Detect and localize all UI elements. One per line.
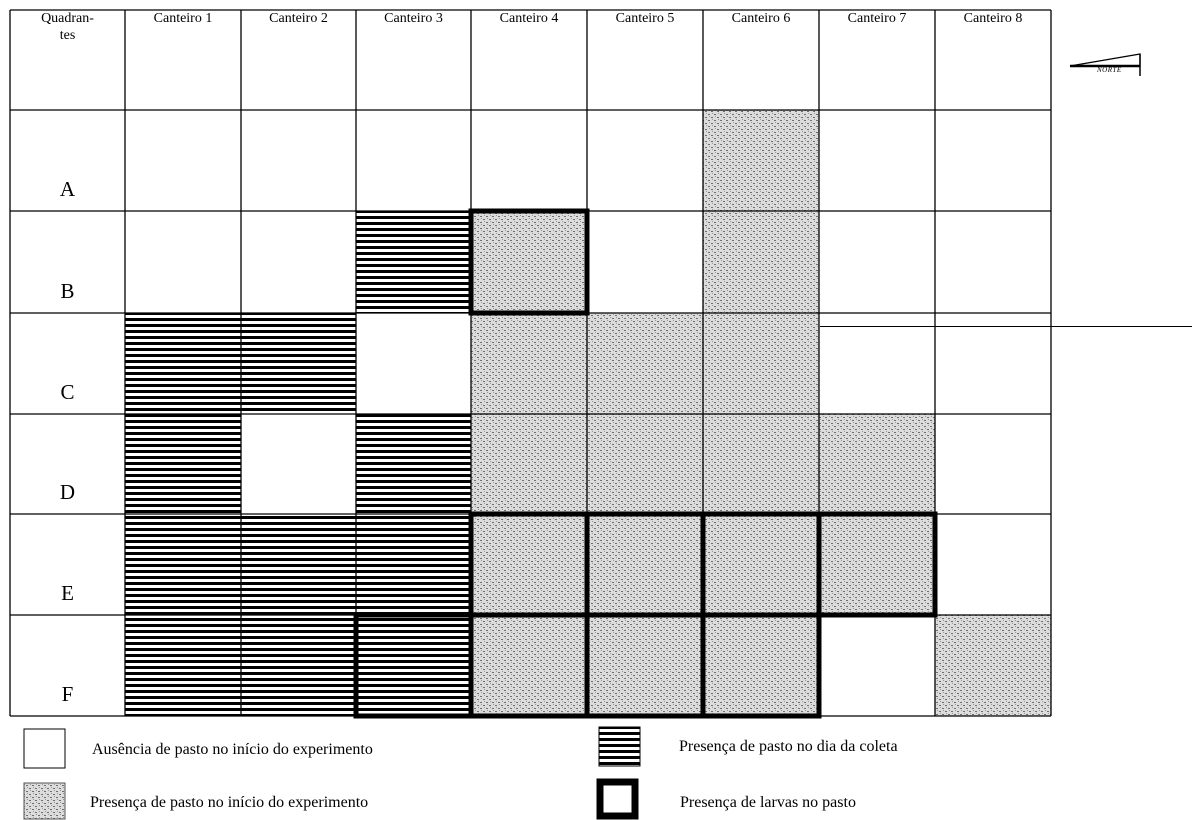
- cell-d-1: [125, 414, 241, 514]
- larvae-border-e-7: [816, 511, 938, 618]
- legend-initial-swatch: [23, 782, 66, 820]
- legend-absence-swatch: [23, 728, 66, 769]
- cell-e-6: [703, 514, 819, 615]
- cell-f-3: [356, 615, 471, 716]
- cell-e-8: [935, 514, 1051, 615]
- row-label-c: C: [60, 380, 75, 404]
- column-header-2: Canteiro 2: [269, 11, 328, 26]
- legend-collection-swatch: [598, 726, 641, 767]
- cell-f-7: [819, 615, 935, 716]
- cell-d-4: [471, 414, 587, 514]
- cell-f-1: [125, 615, 241, 716]
- cell-b-4: [471, 211, 587, 313]
- cell-c-1: [125, 313, 241, 414]
- cell-e-3: [356, 514, 471, 615]
- column-header-1: Canteiro 1: [153, 11, 213, 26]
- cell-f-6: [703, 615, 819, 716]
- cell-a-6: [703, 110, 819, 211]
- cell-e-5: [587, 514, 703, 615]
- cell-a-4: [471, 110, 587, 211]
- cell-c-6: [703, 313, 819, 414]
- legend-collection-label: Presença de pasto no dia da coleta: [679, 738, 898, 755]
- cell-e-7: [819, 514, 935, 615]
- cell-f-4: [471, 615, 587, 716]
- cell-b-6: [703, 211, 819, 313]
- cell-c-5: [587, 313, 703, 414]
- cell-a-7: [819, 110, 935, 211]
- row-label-d: D: [59, 480, 76, 504]
- cell-f-8: [935, 615, 1051, 716]
- cell-b-1: [125, 211, 241, 313]
- row-label-b: B: [60, 279, 75, 303]
- column-header-4: Canteiro 4: [499, 11, 559, 26]
- cell-d-6: [703, 414, 819, 514]
- cell-a-8: [935, 110, 1051, 211]
- cell-d-2: [241, 414, 356, 514]
- north-label: NORTE: [1097, 66, 1122, 74]
- column-header-8: Canteiro 8: [963, 11, 1023, 26]
- cell-b-7: [819, 211, 935, 313]
- cell-a-5: [587, 110, 703, 211]
- cell-f-2: [241, 615, 356, 716]
- larvae-border-f-6: [700, 612, 822, 719]
- cell-e-4: [471, 514, 587, 615]
- side-line: [820, 326, 1192, 327]
- cell-d-5: [587, 414, 703, 514]
- cell-c-7: [819, 313, 935, 414]
- column-header-3: Canteiro 3: [384, 11, 443, 26]
- cell-c-3: [356, 313, 471, 414]
- cell-b-2: [241, 211, 356, 313]
- row-label-e: E: [61, 581, 74, 605]
- legend-absence-label: Ausência de pasto no início do experimen…: [92, 741, 373, 758]
- cell-a-2: [241, 110, 356, 211]
- row-label-a: A: [59, 177, 76, 201]
- cell-b-8: [935, 211, 1051, 313]
- cell-c-4: [471, 313, 587, 414]
- cell-b-3: [356, 211, 471, 313]
- cell-a-1: [125, 110, 241, 211]
- cell-a-3: [356, 110, 471, 211]
- cell-e-2: [241, 514, 356, 615]
- larvae-border-b-4: [468, 208, 590, 316]
- cell-c-8: [935, 313, 1051, 414]
- cell-d-3: [356, 414, 471, 514]
- cell-e-1: [125, 514, 241, 615]
- row-label-f: F: [61, 682, 74, 706]
- column-header-7: Canteiro 7: [847, 11, 907, 26]
- legend-initial-label: Presença de pasto no início do experimen…: [90, 794, 369, 811]
- cell-d-7: [819, 414, 935, 514]
- cell-f-5: [587, 615, 703, 716]
- cell-c-2: [241, 313, 356, 414]
- legend-larvae-swatch: [596, 778, 639, 820]
- cell-d-8: [935, 414, 1051, 514]
- column-header-6: Canteiro 6: [731, 11, 791, 26]
- quadrants-header: Quadran- tes: [41, 11, 94, 43]
- legend-larvae-label: Presença de larvas no pasto: [680, 794, 856, 811]
- column-header-5: Canteiro 5: [615, 11, 675, 26]
- cell-b-5: [587, 211, 703, 313]
- north-arrow-icon: [1069, 53, 1141, 76]
